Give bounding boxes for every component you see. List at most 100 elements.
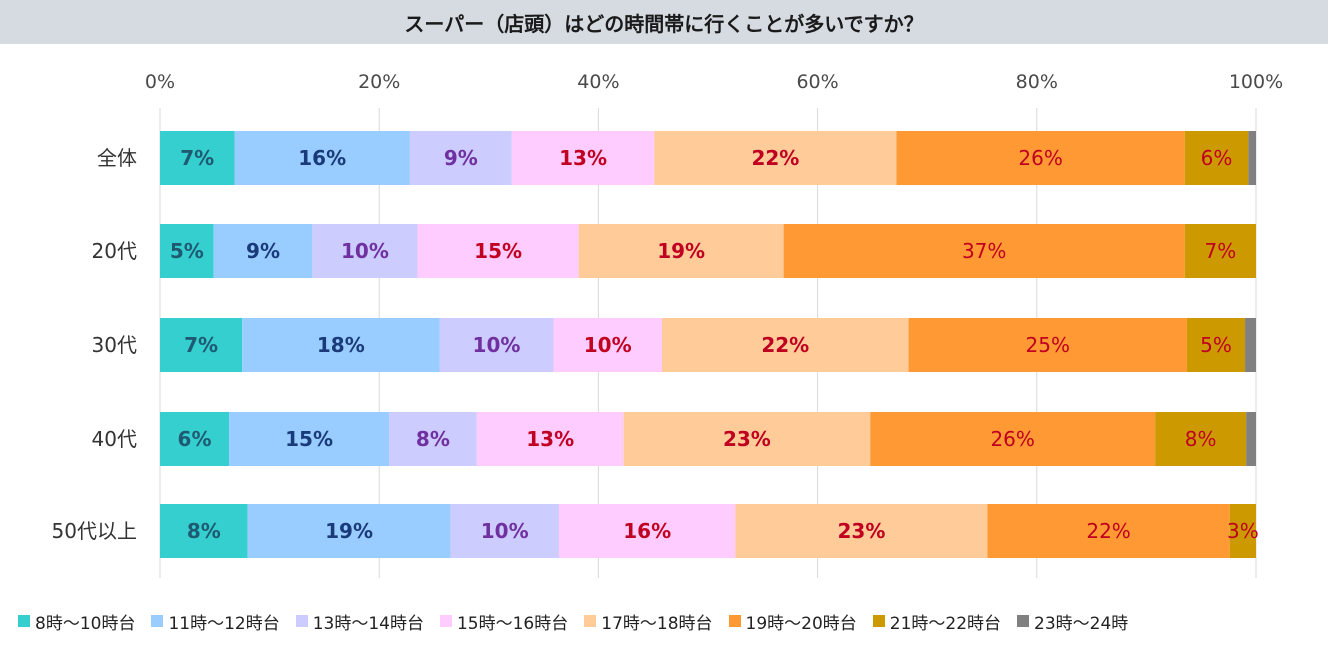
data-label: 22% (1086, 519, 1130, 543)
data-label: 8% (416, 427, 450, 451)
chart-title-bar: スーパー（店頭）はどの時間帯に行くことが多いですか？ (0, 0, 1328, 44)
data-label: 19% (325, 519, 373, 543)
data-label: 37% (962, 239, 1006, 263)
bar-segment (160, 412, 230, 466)
legend-label: 23時～24時 (1034, 613, 1129, 634)
data-label: 7% (1205, 239, 1237, 263)
data-label: 10% (584, 333, 632, 357)
bar-segment (450, 504, 559, 558)
bar-segment (987, 504, 1230, 558)
legend-swatch (872, 615, 885, 627)
bar-segment (389, 412, 477, 466)
legend-swatch (295, 615, 308, 627)
bar-segment (661, 318, 909, 372)
data-label: 22% (761, 333, 809, 357)
data-label: 23% (723, 427, 771, 451)
bar-segment (1184, 131, 1249, 185)
data-label: 13% (559, 146, 607, 170)
bar-segment (870, 412, 1156, 466)
bar-segment (213, 224, 313, 278)
bar-segment (1229, 504, 1256, 558)
bar-segment (417, 224, 579, 278)
legend-label: 19時～20時台 (745, 613, 857, 634)
data-label: 26% (990, 427, 1034, 451)
category-label: 50代以上 (52, 519, 137, 543)
bar-segment (312, 224, 418, 278)
category-label: 全体 (97, 146, 137, 170)
legend-item: 23時～24時 (1017, 609, 1128, 634)
bar-segment (160, 131, 235, 185)
legend-item: 11時～12時台 (151, 609, 280, 634)
data-label: 26% (1018, 146, 1062, 170)
bar-segment (1184, 224, 1256, 278)
bar-segment (735, 504, 988, 558)
data-label: 22% (751, 146, 799, 170)
bar-segment (439, 318, 554, 372)
x-tick-label: 80% (1016, 71, 1058, 93)
bar-segment (623, 412, 871, 466)
data-label: 8% (187, 519, 221, 543)
bar-segment (160, 318, 243, 372)
data-label: 9% (246, 239, 280, 263)
data-label: 10% (473, 333, 521, 357)
data-label: 23% (838, 519, 886, 543)
bar-segment (1186, 318, 1246, 372)
legend-label: 13時～14時台 (312, 613, 424, 634)
bar-segment (511, 131, 655, 185)
bar-segment (247, 504, 451, 558)
bar-segment (1246, 412, 1256, 466)
legend-label: 21時～22時台 (889, 613, 1002, 634)
data-label: 9% (444, 146, 478, 170)
data-label: 18% (317, 333, 365, 357)
legend-swatch (584, 615, 597, 627)
bar-segment (476, 412, 624, 466)
x-tick-label: 40% (577, 71, 619, 93)
x-tick-label: 0% (145, 71, 175, 93)
legend-label: 11時～12時台 (168, 613, 280, 634)
data-label: 8% (1185, 427, 1217, 451)
data-label: 3% (1227, 519, 1259, 543)
data-label: 5% (170, 239, 204, 263)
data-label: 7% (180, 146, 214, 170)
data-label: 10% (481, 519, 529, 543)
x-tick-label: 100% (1229, 71, 1283, 93)
data-label: 16% (298, 146, 346, 170)
data-label: 15% (474, 239, 522, 263)
stacked-bar-chart: 0% 20% 40% 60% 80% 100% 全体 7% 16% 9% 13% 22% 26% 6% 20… (52, 71, 1283, 578)
chart-legend: 8時～10時台 11時～12時台 13時～14時台 15時～16時台 17時～18時台 1… (18, 606, 1323, 636)
category-label: 40代 (92, 427, 137, 451)
legend-label: 17時～18時台 (601, 613, 713, 634)
category-label: 20代 (92, 239, 137, 263)
data-label: 6% (1201, 146, 1233, 170)
legend-item: 8時～10時台 (18, 609, 135, 634)
legend-swatch (18, 615, 30, 627)
legend-swatch (151, 615, 164, 627)
x-tick-label: 20% (358, 71, 400, 93)
bar-segment (908, 318, 1187, 372)
chart-title: スーパー（店頭）はどの時間帯に行くことが多いですか？ (404, 11, 924, 36)
bar-segment (160, 224, 214, 278)
legend-label: 15時～16時台 (456, 613, 569, 634)
legend-item: 19時～20時台 (728, 609, 857, 634)
bar-segment (558, 504, 736, 558)
legend-swatch (728, 615, 741, 627)
bar-segment (654, 131, 897, 185)
legend-swatch (439, 615, 452, 627)
legend-label: 8時～10時台 (35, 613, 136, 634)
bar-segment (229, 412, 390, 466)
legend-swatch (1017, 615, 1030, 627)
bar-segment (234, 131, 410, 185)
data-label: 19% (657, 239, 705, 263)
data-label: 6% (178, 427, 212, 451)
bar-segment (242, 318, 440, 372)
legend-item: 21時～22時台 (872, 609, 1002, 634)
x-tick-label: 60% (796, 71, 838, 93)
legend-item: 15時～16時台 (439, 609, 569, 634)
data-label: 16% (623, 519, 671, 543)
bar-segment (1245, 318, 1256, 372)
data-label: 15% (285, 427, 333, 451)
data-label: 25% (1026, 333, 1070, 357)
data-label: 10% (341, 239, 389, 263)
data-label: 5% (1200, 333, 1232, 357)
